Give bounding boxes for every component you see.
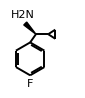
- Text: H2N: H2N: [11, 10, 35, 20]
- Polygon shape: [24, 22, 36, 34]
- Text: F: F: [27, 79, 33, 89]
